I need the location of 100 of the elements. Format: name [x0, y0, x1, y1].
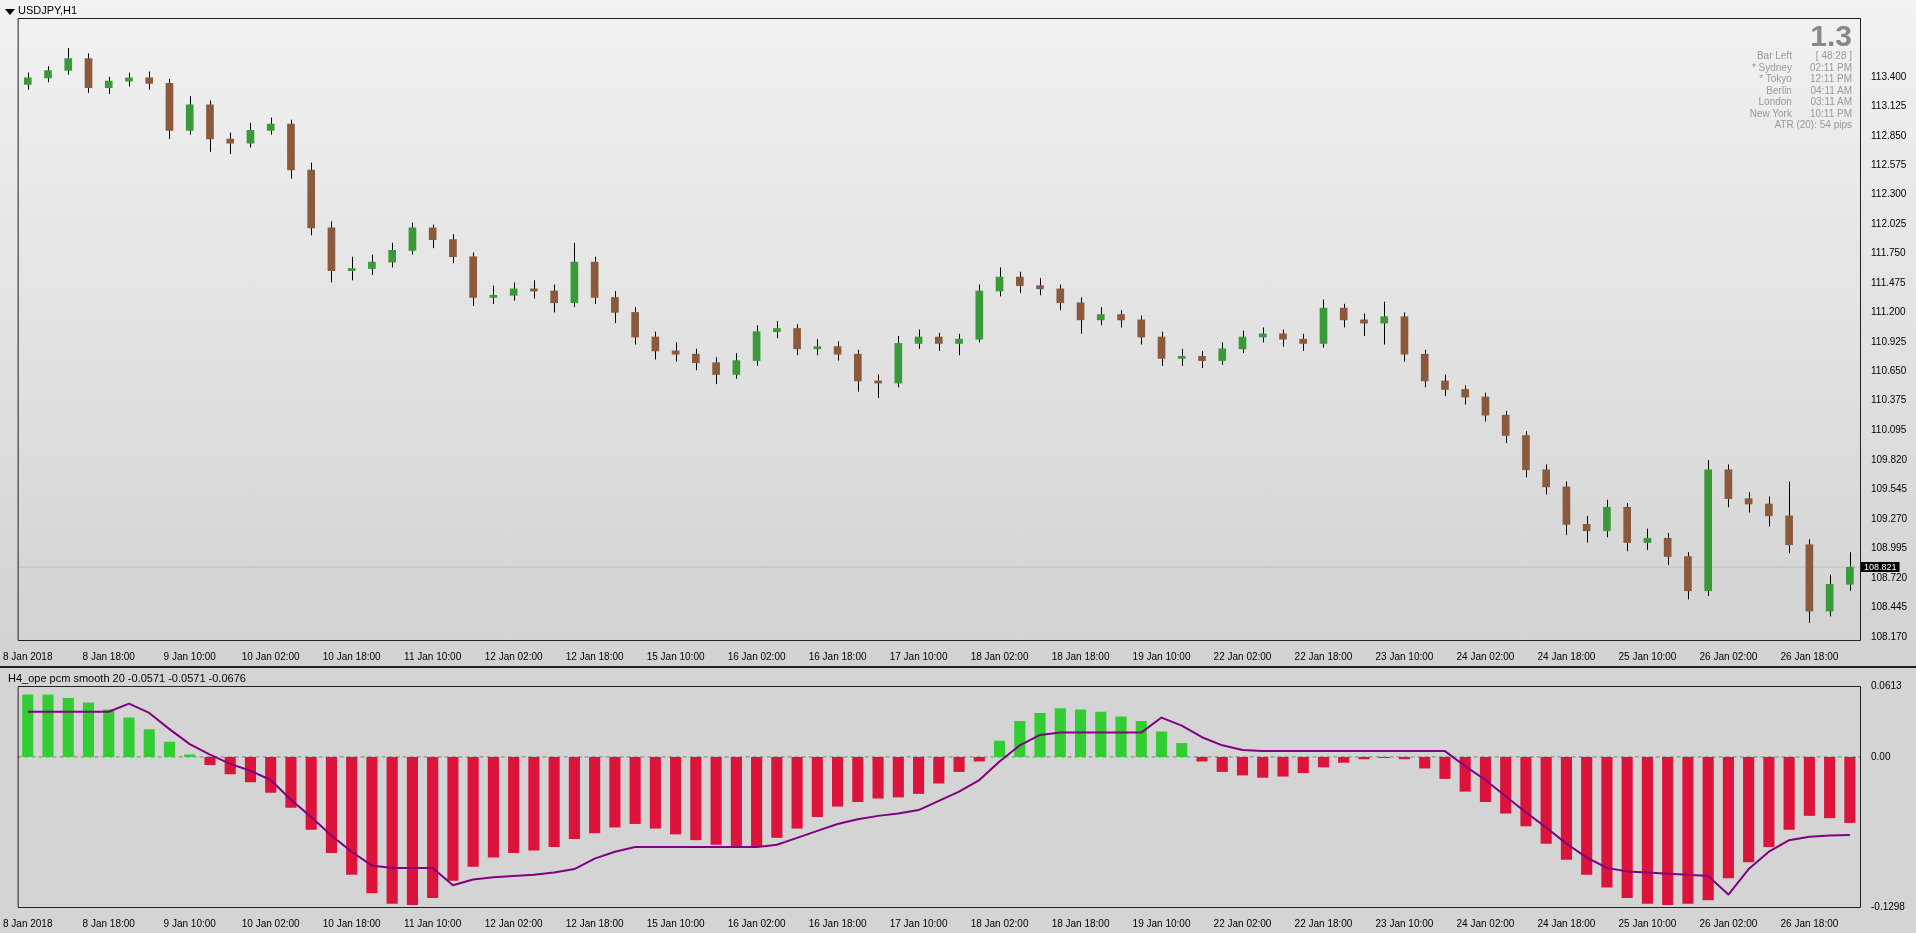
x-tick-label: 12 Jan 18:00 [565, 650, 624, 662]
x-tick-label: 26 Jan 02:00 [1699, 650, 1758, 662]
x-tick-label: 16 Jan 18:00 [808, 917, 867, 929]
bar [1824, 756, 1836, 819]
candlestick [1056, 284, 1065, 311]
y-tick-label: 110.650 [1871, 365, 1907, 377]
x-tick-label: 26 Jan 18:00 [1780, 917, 1839, 929]
bar [1034, 712, 1046, 757]
annotation: New York [1749, 107, 1792, 119]
candlestick [489, 285, 498, 305]
annotation: 1.3 [1809, 19, 1852, 52]
bar [609, 756, 621, 828]
candlestick [226, 132, 235, 155]
x-tick-label: 17 Jan 10:00 [889, 650, 948, 662]
annotation: 10:11 PM [1809, 107, 1852, 119]
bar [811, 756, 823, 818]
x-tick-label: 19 Jan 10:00 [1132, 650, 1191, 662]
candlestick [732, 352, 741, 380]
bar [366, 756, 378, 894]
candlestick [145, 71, 154, 91]
candlestick [1501, 410, 1510, 444]
bar [487, 756, 499, 858]
x-tick-label: 18 Jan 02:00 [970, 650, 1029, 662]
bar [710, 756, 722, 845]
x-tick-label: 9 Jan 10:00 [163, 917, 217, 929]
bar [346, 756, 358, 875]
x-tick-label: 24 Jan 18:00 [1537, 650, 1596, 662]
bar [1358, 756, 1370, 760]
bar [82, 702, 95, 757]
x-tick-label: 15 Jan 10:00 [646, 917, 705, 929]
candlestick [611, 290, 619, 324]
x-tick-label: 16 Jan 18:00 [808, 650, 867, 662]
y-tick-label: 110.375 [1871, 394, 1907, 406]
annotation: * Sydney [1750, 61, 1792, 73]
candlestick [1441, 374, 1449, 397]
x-tick-label: 18 Jan 18:00 [1051, 917, 1110, 929]
y-tick-label: 112.575 [1871, 158, 1907, 170]
candlestick [64, 47, 73, 76]
x-tick-label: 12 Jan 02:00 [484, 917, 544, 929]
bar [1277, 756, 1289, 777]
bar [1500, 756, 1512, 814]
bar [467, 756, 479, 867]
candlestick [1137, 315, 1146, 346]
bar [163, 741, 176, 757]
bar [832, 756, 844, 807]
bar [204, 756, 216, 765]
y-tick-label: 0.00 [1871, 750, 1891, 762]
candlestick [712, 356, 720, 385]
bar [1095, 711, 1107, 757]
x-tick-label: 22 Jan 02:00 [1213, 917, 1272, 929]
x-tick-label: 11 Jan 10:00 [404, 650, 462, 662]
bar [1803, 756, 1815, 816]
bar [1297, 756, 1309, 774]
bar [285, 756, 297, 808]
x-tick-label: 24 Jan 18:00 [1537, 917, 1596, 929]
bar [386, 756, 398, 904]
bar [1074, 709, 1087, 757]
bar [103, 709, 115, 757]
bar [1459, 756, 1471, 792]
bar [1641, 756, 1653, 904]
bar [123, 717, 135, 757]
x-tick-label: 22 Jan 02:00 [1213, 650, 1272, 662]
bar [1135, 721, 1147, 757]
ref-line-label: 108.821 [1864, 561, 1897, 572]
annotation: London [1757, 96, 1792, 108]
bar [670, 756, 682, 835]
x-tick-label: 10 Jan 18:00 [322, 650, 382, 662]
bar [973, 756, 985, 762]
annotation: 03:11 AM [1809, 96, 1852, 108]
annotation: [ 48:28 ] [1814, 50, 1852, 62]
bar [305, 756, 317, 830]
bar [629, 756, 641, 824]
x-tick-label: 10 Jan 02:00 [241, 917, 301, 929]
bar [1419, 756, 1431, 769]
candlestick [1542, 463, 1551, 495]
candlestick [550, 284, 558, 313]
annotation: 04:11 AM [1809, 84, 1852, 96]
candlestick [934, 332, 943, 352]
annotation: * Tokyo [1758, 73, 1792, 85]
bar [447, 756, 459, 881]
bar [1844, 756, 1856, 823]
bar [730, 756, 742, 846]
y-tick-label: 109.545 [1871, 483, 1908, 495]
x-tick-label: 19 Jan 10:00 [1132, 917, 1191, 929]
y-tick-label: 108.170 [1871, 630, 1908, 642]
bar [1196, 756, 1208, 762]
bar [771, 756, 783, 838]
candlestick [793, 323, 801, 356]
bar [1722, 756, 1734, 879]
annotation: ATR (20): 54 pips [1773, 119, 1852, 131]
x-tick-label: 22 Jan 18:00 [1294, 917, 1353, 929]
annotation: 02:11 PM [1809, 61, 1852, 73]
y-tick-label: 109.270 [1871, 512, 1908, 524]
x-tick-label: 24 Jan 02:00 [1456, 917, 1515, 929]
x-tick-label: 10 Jan 18:00 [322, 917, 382, 929]
x-tick-label: 17 Jan 10:00 [889, 917, 948, 929]
chart-title: H4_ope pcm smooth 20 -0.0571 -0.0571 -0.0676 [8, 672, 246, 684]
bar [1216, 756, 1228, 772]
y-tick-label: 112.850 [1871, 129, 1907, 141]
candlestick [1461, 384, 1470, 405]
